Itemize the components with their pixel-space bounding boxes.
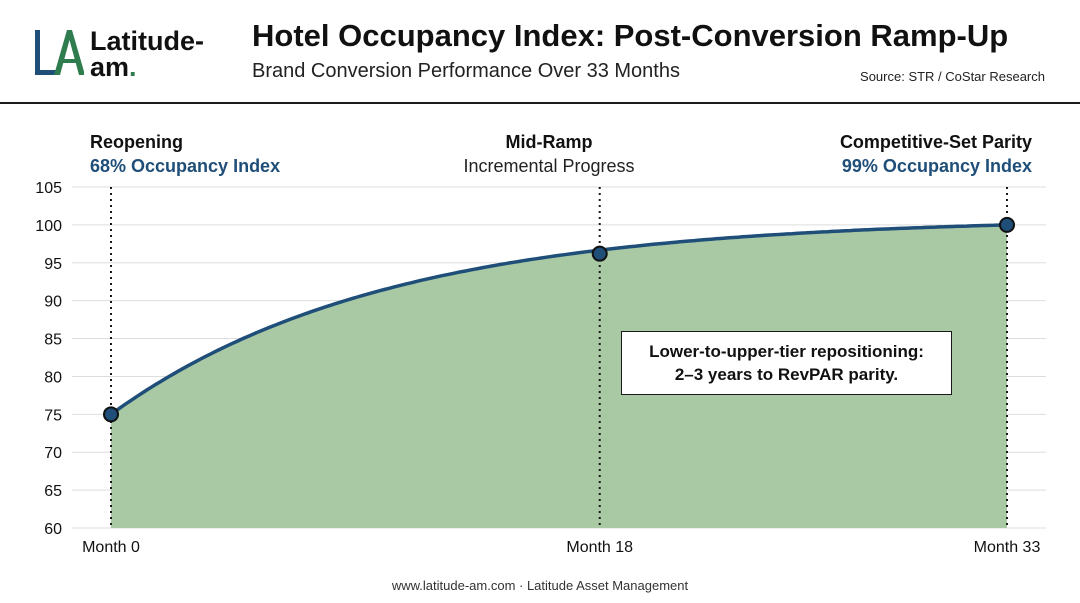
x-tick-label-1: Month 18 xyxy=(566,539,633,556)
y-tick-label-70: 70 xyxy=(44,445,62,462)
x-tick-label-0: Month 0 xyxy=(82,539,140,556)
callout-line-2: 2–3 years to RevPAR parity. xyxy=(674,365,899,384)
logo: Latitude- am. xyxy=(34,26,234,82)
y-tick-label-60: 60 xyxy=(44,521,62,538)
footer: www.latitude-am.com · Latitude Asset Man… xyxy=(391,578,689,593)
y-tick-label-65: 65 xyxy=(44,483,62,500)
phase-reopening-title: Reopening xyxy=(90,132,183,152)
chart-title: Hotel Occupancy Index: Post-Conversion R… xyxy=(252,18,1009,53)
logo-line-1: Latitude- xyxy=(90,26,204,56)
y-tick-label-75: 75 xyxy=(44,407,62,424)
x-tick-label-2: Month 33 xyxy=(974,539,1041,556)
phase-parity-subtitle: 99% Occupancy Index xyxy=(841,156,1032,176)
y-tick-label-80: 80 xyxy=(44,369,62,386)
logo-mark-icon xyxy=(35,30,84,75)
logo-dot: . xyxy=(129,52,137,82)
data-point-1 xyxy=(591,245,608,262)
source-note: Source: STR / CoStar Research xyxy=(860,69,1045,84)
phase-reopening: Reopening 68% Occupancy Index xyxy=(90,130,280,178)
header-divider xyxy=(0,102,1080,104)
y-tick-label-85: 85 xyxy=(44,332,62,349)
chart-subtitle: Brand Conversion Performance Over 33 Mon… xyxy=(252,60,680,82)
y-tick-label-105: 105 xyxy=(35,180,62,197)
phase-parity: Competitive-Set Parity 99% Occupancy Ind… xyxy=(840,130,1032,178)
area-fill xyxy=(111,224,1007,528)
callout-box: Lower-to-upper-tier repositioning: 2–3 y… xyxy=(621,331,952,395)
phase-mid-ramp-title: Mid-Ramp xyxy=(505,132,593,152)
logo-text: Latitude- am. xyxy=(90,26,204,82)
logo-line-2: am xyxy=(90,52,130,82)
callout-line-1: Lower-to-upper-tier repositioning: xyxy=(649,342,924,361)
y-tick-label-100: 100 xyxy=(35,218,62,235)
data-point-2 xyxy=(999,216,1015,233)
phase-mid-ramp-subtitle: Incremental Progress xyxy=(463,156,635,176)
y-tick-label-90: 90 xyxy=(44,294,62,311)
series-line xyxy=(109,223,1008,416)
data-point-0 xyxy=(103,406,119,423)
phase-mid-ramp: Mid-Ramp Incremental Progress xyxy=(463,130,634,178)
y-tick-label-95: 95 xyxy=(44,256,62,273)
phase-parity-title: Competitive-Set Parity xyxy=(839,132,1032,152)
phase-reopening-subtitle: 68% Occupancy Index xyxy=(90,156,281,176)
